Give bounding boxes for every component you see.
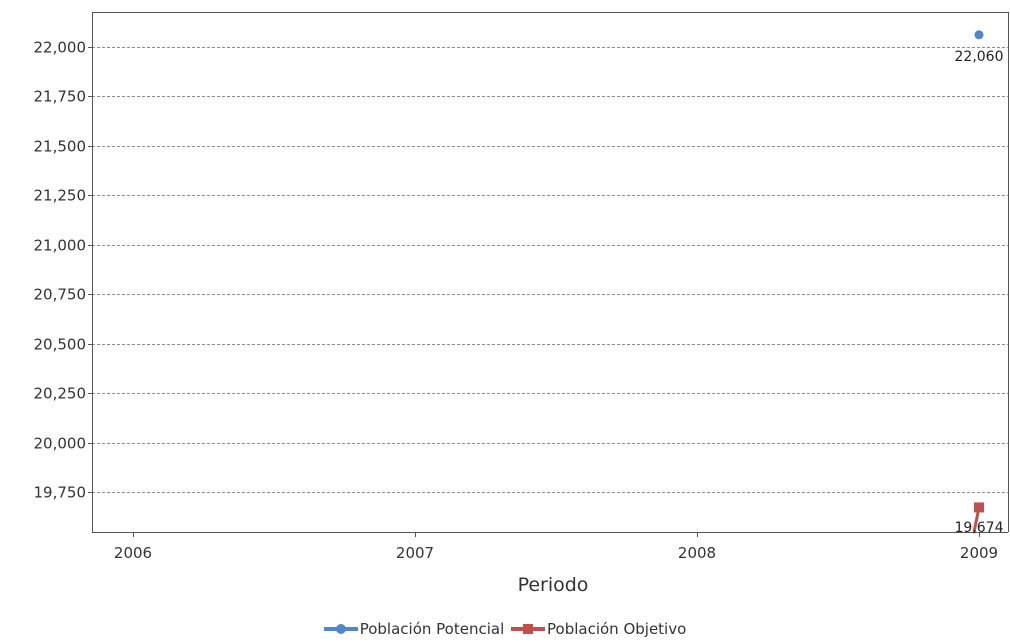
y-tick-label: 21,250: [34, 187, 87, 205]
legend-item-poblacion-objetivo[interactable]: Población Objetivo: [511, 620, 686, 638]
y-tick-label: 22,000: [34, 39, 87, 57]
x-tick-label: 2009: [960, 544, 998, 562]
legend-swatch-poblacion-objetivo: [511, 623, 546, 635]
y-tick-label: 21,500: [34, 138, 87, 156]
data-point-poblacion-potencial: [974, 30, 984, 40]
series-line-poblacion-objetivo: [972, 507, 981, 533]
data-point-poblacion-objetivo: [974, 502, 984, 513]
legend-label-poblacion-objetivo: Población Objetivo: [547, 620, 687, 638]
y-tick-label: 20,750: [34, 286, 87, 304]
data-label: 22,060: [955, 49, 1004, 65]
y-tick-label: 20,250: [34, 385, 87, 403]
data-label: 19,674: [955, 520, 1004, 536]
x-tick-label: 2006: [114, 544, 152, 562]
y-tick-label: 21,750: [34, 88, 87, 106]
y-tick-label: 20,000: [34, 435, 87, 453]
x-tick-label: 2007: [396, 544, 434, 562]
y-tick-label: 21,000: [34, 237, 87, 255]
x-tick-label: 2008: [678, 544, 716, 562]
legend: Población Potencial Población Objetivo: [0, 620, 1010, 639]
legend-label-poblacion-potencial: Población Potencial: [359, 620, 505, 638]
y-tick-label: 19,750: [34, 484, 87, 502]
y-tick-label: 20,500: [34, 336, 87, 354]
legend-swatch-poblacion-potencial: [323, 623, 358, 635]
x-axis-title: Periodo: [518, 574, 589, 596]
legend-item-poblacion-potencial[interactable]: Población Potencial: [323, 620, 505, 638]
